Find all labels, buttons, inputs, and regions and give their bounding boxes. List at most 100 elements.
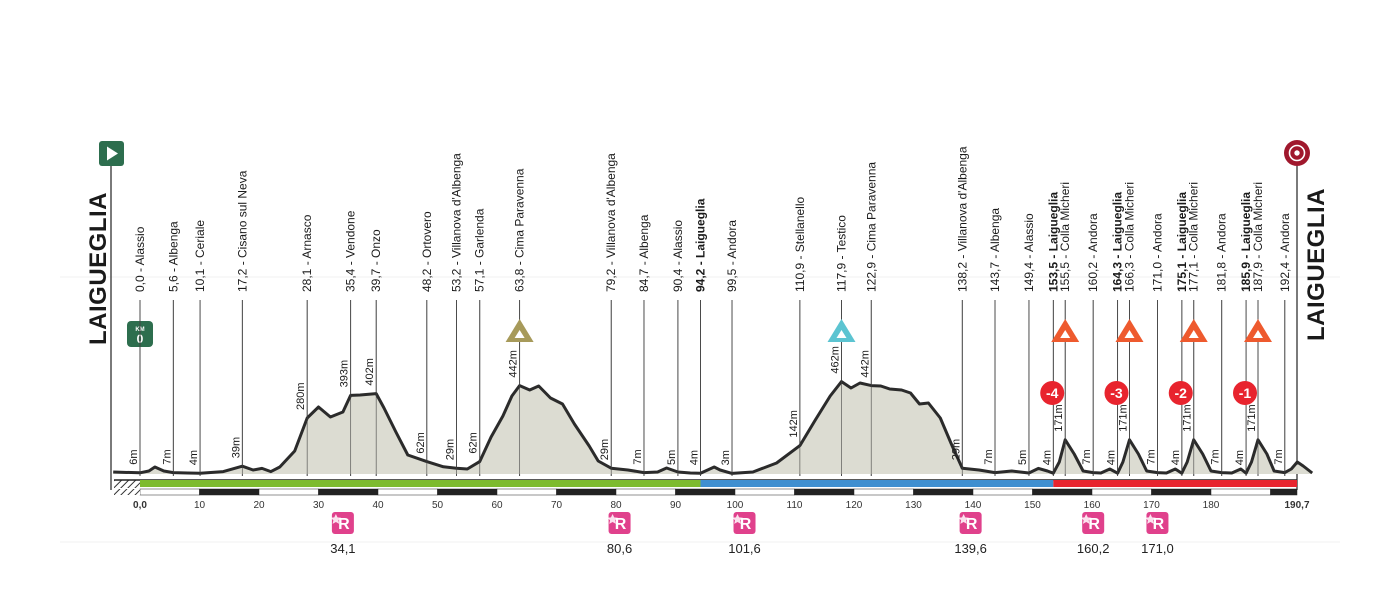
- waypoint-label-28: 175,1 - Laigueglia: [1175, 192, 1189, 292]
- km-tick-label: 20: [253, 500, 265, 511]
- altitude-label-27: 7m: [1146, 449, 1158, 464]
- altitude-label-24: 7m: [1081, 449, 1093, 464]
- waypoint-label-20: 143,7 - Albenga: [988, 208, 1002, 292]
- altitude-label-20: 7m: [983, 449, 995, 464]
- waypoint-label-25: 164,3 - Laigueglia: [1111, 192, 1125, 292]
- profile-area: [113, 300, 1314, 476]
- altitude-label-16: 142m: [788, 410, 800, 438]
- sprint-km-label: 80,6: [607, 541, 632, 556]
- km-scale-block-8: [615, 488, 676, 496]
- km-scale-block-18: [1210, 488, 1271, 496]
- segment-bar-green: [140, 480, 701, 487]
- waypoint-label-32: 187,9 - Colla Micheri: [1251, 182, 1265, 292]
- km-tick-label: 130: [905, 500, 922, 511]
- altitude-label-1: 7m: [161, 449, 173, 464]
- climb-peak-icon: [1124, 330, 1135, 338]
- sprint-symbol: R: [966, 516, 978, 533]
- altitude-label-15: 3m: [720, 450, 732, 465]
- altitude-label-21: 5m: [1017, 450, 1029, 465]
- laps-to-go-badge: [1104, 381, 1129, 405]
- km-tick-label: 70: [551, 500, 563, 511]
- altitude-label-5: 393m: [339, 360, 351, 388]
- km-scale-block-5: [437, 488, 498, 496]
- laps-to-go-badge: [1233, 381, 1258, 405]
- waypoint-label-12: 84,7 - Albenga: [637, 214, 651, 292]
- altitude-label-17: 462m: [830, 346, 842, 374]
- altitude-label-29: 171m: [1182, 404, 1194, 432]
- waypoint-label-5: 35,4 - Vendone: [344, 210, 358, 292]
- km-scale-block-16: [1091, 488, 1152, 496]
- laps-to-go-markers: -4 -3 -2 -1: [1040, 381, 1258, 405]
- altitude-label-12: 7m: [632, 449, 644, 464]
- km-tick-label: 30: [313, 500, 325, 511]
- waypoint-label-18: 122,9 - Cima Paravenna: [864, 162, 878, 292]
- altitude-labels: 6m 7m 4m 39m 280m 393m 402m 62m 29m 62m 442m 29m 7m 5…: [128, 346, 1285, 465]
- km-scale-block-6: [496, 488, 557, 496]
- laps-to-go-label: -3: [1110, 385, 1123, 401]
- km-scale-block-11: [794, 488, 855, 496]
- sprint-symbol: R: [615, 516, 627, 533]
- finish-target-dot: [1294, 150, 1300, 156]
- climb-markers: [505, 319, 1273, 342]
- waypoint-label-0: 0,0 - Alassio: [133, 226, 147, 292]
- km-tick-label: 60: [491, 500, 503, 511]
- profile-fill: [113, 381, 1313, 474]
- waypoint-label-22: 153,5 - Laigueglia: [1046, 192, 1060, 292]
- finish-target-inner: [1288, 144, 1306, 162]
- start-town-label: LAIGUEGLIA: [85, 192, 112, 345]
- waypoint-label-17: 117,9 - Testico: [835, 215, 849, 292]
- laps-to-go-label: -4: [1046, 385, 1059, 401]
- altitude-label-13: 5m: [666, 450, 678, 465]
- km-tick-label: 0,0: [133, 500, 147, 511]
- altitude-label-14: 4m: [689, 450, 701, 465]
- altitude-label-26: 171m: [1118, 404, 1130, 432]
- km-tick-label: 120: [846, 500, 863, 511]
- km-scale-block-4: [377, 488, 438, 496]
- km-scale-block-9: [675, 488, 736, 496]
- sprint-markers: R 34,1 R 80,6 R 101,6 R 139,6 R 160,2 R 171,0: [330, 512, 1174, 556]
- waypoint-label-14: 94,2 - Laigueglia: [694, 198, 708, 292]
- km-tick-label: 160: [1084, 500, 1101, 511]
- altitude-label-22: 4m: [1041, 450, 1053, 465]
- sprint-symbol: R: [1088, 516, 1100, 533]
- altitude-label-7: 62m: [415, 432, 427, 453]
- km-tick-label: 190,7: [1284, 500, 1309, 511]
- start-play-icon: [107, 146, 118, 161]
- km-scale-block-15: [1032, 488, 1093, 496]
- km-scale-block-12: [853, 488, 914, 496]
- altitude-label-25: 4m: [1106, 450, 1118, 465]
- waypoint-label-33: 192,4 - Andora: [1278, 213, 1292, 292]
- km-tick-label: 170: [1143, 500, 1160, 511]
- km-tick-label: 80: [610, 500, 622, 511]
- altitude-label-30: 7m: [1210, 449, 1222, 464]
- finish-town-label: LAIGUEGLIA: [1303, 188, 1330, 341]
- altitude-label-9: 62m: [468, 432, 480, 453]
- sprint-km-label: 160,2: [1077, 541, 1110, 556]
- laps-to-go-label: -1: [1239, 385, 1252, 401]
- neutral-zone-hatch: [114, 480, 140, 488]
- km-scale-block-14: [972, 488, 1033, 496]
- km-scale-block-1: [199, 488, 260, 496]
- waypoint-label-29: 177,1 - Colla Micheri: [1187, 182, 1201, 292]
- km-scale-block-7: [556, 488, 617, 496]
- km-tick-label: 140: [965, 500, 982, 511]
- laps-to-go-badge: [1168, 381, 1193, 405]
- km-tick-label: 100: [727, 500, 744, 511]
- sprint-star-icon: [330, 514, 342, 524]
- waypoint-labels: 0,0 - Alassio 5,6 - Albenga 10,1 - Ceriale…: [133, 146, 1292, 292]
- km-tick-label: 10: [194, 500, 206, 511]
- segment-bar: [114, 479, 1297, 488]
- sprint-symbol: R: [740, 516, 752, 533]
- altitude-label-10: 442m: [508, 350, 520, 378]
- waypoint-label-4: 28,1 - Arnasco: [300, 214, 314, 292]
- waypoint-label-2: 10,1 - Ceriale: [193, 220, 207, 292]
- sprint-symbol: R: [338, 516, 350, 533]
- km-tick-label: 50: [432, 500, 444, 511]
- altitude-label-3: 39m: [230, 437, 242, 458]
- sprint-star-icon: [958, 514, 969, 524]
- km-scale-block-3: [318, 488, 379, 496]
- km-scale-block-2: [258, 488, 319, 496]
- altitude-label-31: 4m: [1234, 450, 1246, 465]
- km-tick-label: 180: [1203, 500, 1220, 511]
